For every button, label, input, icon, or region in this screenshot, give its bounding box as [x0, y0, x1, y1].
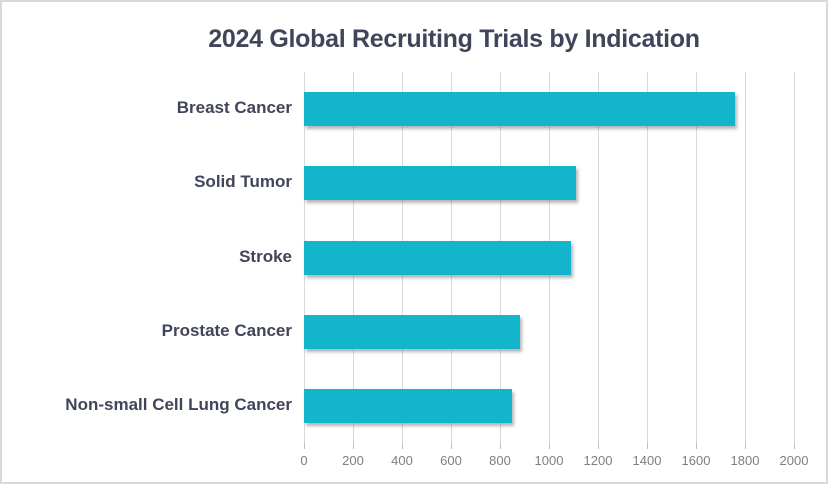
plot-area: 0 200 400 600 800 1000 1200 1400 1600 1800 2000 — [300, 72, 808, 468]
category-label-solid-tumor: Solid Tumor — [194, 172, 292, 192]
x-axis-tick-mark — [598, 443, 599, 449]
x-axis-tick-mark — [794, 443, 795, 449]
category-label-prostate-cancer: Prostate Cancer — [161, 320, 292, 340]
x-tick-label: 0 — [300, 453, 308, 468]
gridline — [647, 72, 648, 443]
x-tick-label: 1200 — [583, 453, 613, 468]
x-tick-label: 1800 — [730, 453, 760, 468]
x-tick-label: 2000 — [779, 453, 809, 468]
x-tick-label: 200 — [342, 453, 364, 468]
x-axis-tick-mark — [549, 443, 550, 449]
x-tick-label: 1000 — [534, 453, 564, 468]
x-axis-tick-mark — [500, 443, 501, 449]
gridline — [598, 72, 599, 443]
x-tick-label: 1400 — [632, 453, 662, 468]
x-axis-tick-mark — [647, 443, 648, 449]
category-label-breast-cancer: Breast Cancer — [176, 98, 292, 118]
x-tick-label: 1600 — [681, 453, 711, 468]
category-axis: Breast Cancer Solid Tumor Stroke Prostate C… — [2, 72, 292, 443]
category-label-non-small-cell-lung-cancer: Non-small Cell Lung Cancer — [65, 394, 292, 414]
bar-non-small-cell-lung-cancer — [304, 388, 513, 423]
x-axis-tick-mark — [353, 443, 354, 449]
x-axis-tick-mark — [696, 443, 697, 449]
bar-breast-cancer — [304, 92, 736, 127]
bar-prostate-cancer — [304, 314, 520, 349]
x-tick-label: 800 — [489, 453, 511, 468]
x-axis-tick-mark — [745, 443, 746, 449]
bar-stroke — [304, 240, 572, 275]
x-axis-tick-mark — [402, 443, 403, 449]
x-tick-label: 400 — [391, 453, 413, 468]
gridline — [696, 72, 697, 443]
x-axis-tick-mark — [304, 443, 305, 449]
category-label-stroke: Stroke — [239, 246, 292, 266]
gridline — [745, 72, 746, 443]
bar-solid-tumor — [304, 166, 576, 201]
x-axis-tick-mark — [451, 443, 452, 449]
x-tick-label: 600 — [440, 453, 462, 468]
gridline — [794, 72, 795, 443]
chart-title: 2024 Global Recruiting Trials by Indicat… — [208, 25, 700, 53]
